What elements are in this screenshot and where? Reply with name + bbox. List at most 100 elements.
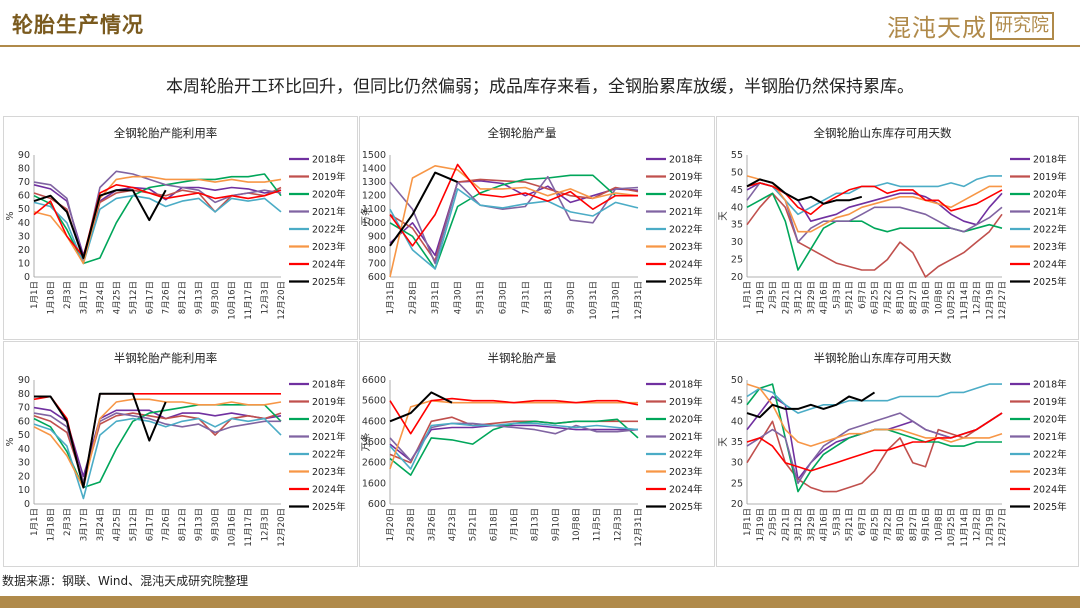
x-tick-label: 12月3日: [261, 281, 271, 314]
y-tick-label: 40: [731, 416, 743, 427]
x-tick-label: 12月20日: [277, 508, 287, 547]
y-tick-label: 60: [18, 191, 30, 202]
y-tick-label: 40: [18, 444, 30, 455]
x-tick-label: 12月3日: [261, 508, 271, 541]
chart-semi-tire-inventory-days: 半钢轮胎山东库存可用天数天 20 25 30 35 40 45 50 1月1日 1月19日 2月5日…: [716, 341, 1079, 567]
x-tick-label: 1月20日: [386, 508, 396, 541]
summary-text: 本周轮胎开工环比回升，但同比仍然偏弱；成品库存来看，全钢胎累库放缓，半钢胎仍然保…: [166, 77, 914, 97]
x-tick-label: 6月30日: [499, 281, 509, 314]
y-tick-label: 30: [18, 458, 30, 469]
legend-label: 2024年: [312, 259, 346, 271]
legend-label: 2019年: [312, 171, 346, 183]
y-axis-label: %: [5, 211, 16, 220]
y-tick-label: 70: [18, 403, 30, 414]
x-tick-label: 1月1日: [30, 281, 40, 309]
y-tick-label: 90: [18, 375, 30, 386]
x-tick-label: 4月25日: [112, 281, 122, 314]
x-tick-label: 1月31日: [386, 281, 396, 314]
y-axis-label: 天: [718, 211, 729, 221]
y-tick-label: 1600: [362, 478, 386, 489]
y-tick-label: 60: [18, 416, 30, 427]
series-line-2024年: [33, 184, 282, 258]
legend-label: 2022年: [1033, 224, 1067, 236]
chart-title: 半钢轮胎产量: [488, 351, 557, 365]
x-tick-label: 3月29日: [807, 281, 817, 314]
x-tick-label: 7月26日: [162, 281, 172, 314]
y-axis-label: %: [5, 437, 16, 446]
legend-label: 2019年: [669, 396, 703, 408]
y-tick-label: 70: [18, 177, 30, 188]
series-line-2023年: [389, 164, 639, 278]
legend-label: 2021年: [669, 431, 703, 443]
legend-label: 2022年: [669, 449, 703, 461]
y-tick-label: 20: [18, 471, 30, 482]
y-tick-label: 0: [24, 499, 30, 510]
header-divider: [0, 45, 1080, 47]
series-line-2020年: [33, 403, 282, 489]
y-tick-label: 1300: [362, 177, 386, 188]
series-line-2022年: [389, 422, 639, 470]
y-tick-label: 25: [731, 478, 743, 489]
series-line-2021年: [33, 170, 282, 262]
series-line-2020年: [33, 173, 282, 265]
x-tick-label: 2月3日: [63, 281, 73, 309]
series-line-2025年: [33, 189, 167, 259]
series-line-2024年: [389, 163, 638, 247]
x-tick-label: 10月31日: [589, 281, 599, 320]
y-axis-label: 万条: [360, 206, 372, 226]
series-line-2025年: [389, 391, 453, 423]
legend-label: 2022年: [312, 224, 346, 236]
y-tick-label: 20: [18, 245, 30, 256]
x-tick-label: 9月30日: [211, 508, 221, 541]
y-tick-label: 2600: [362, 458, 386, 469]
series-line-2022年: [33, 417, 282, 500]
y-tick-label: 55: [731, 150, 743, 161]
legend-label: 2020年: [669, 189, 703, 201]
y-tick-label: 3600: [362, 437, 386, 448]
x-tick-label: 2月21日: [781, 281, 791, 314]
y-tick-label: 1200: [362, 191, 386, 202]
x-tick-label: 3月24日: [96, 508, 106, 541]
x-tick-label: 2月28日: [409, 281, 419, 314]
x-tick-label: 4月23日: [448, 508, 458, 541]
legend-label: 2024年: [669, 259, 703, 271]
x-tick-label: 4月16日: [820, 508, 830, 541]
chart-heavy-tire-inventory-days: 全钢轮胎山东库存可用天数天 20 25 30 35 40 45 50 55 1月1日 1月19日 2月…: [716, 116, 1079, 340]
brand-logo: 混沌天成 研究院: [887, 8, 1054, 43]
y-tick-label: 30: [731, 237, 743, 248]
series-line-2019年: [389, 178, 639, 262]
y-tick-label: 1000: [362, 218, 386, 229]
x-tick-label: 5月31日: [476, 281, 486, 314]
x-tick-label: 4月30日: [454, 281, 464, 314]
series-line-2023年: [33, 175, 282, 265]
x-tick-label: 9月13日: [195, 281, 205, 314]
x-tick-label: 9月16日: [922, 281, 932, 314]
x-tick-label: 4月16日: [820, 281, 830, 314]
chart-title: 半钢轮胎产能利用率: [114, 351, 218, 365]
x-tick-label: 12月2日: [973, 281, 983, 314]
legend-label: 2018年: [669, 154, 703, 166]
y-tick-label: 25: [731, 255, 743, 266]
chart-title: 全钢轮胎山东库存可用天数: [814, 126, 952, 140]
x-tick-label: 8月13日: [531, 508, 541, 541]
y-tick-label: 0: [24, 272, 30, 283]
series-line-2025年: [746, 178, 863, 205]
x-tick-label: 1月1日: [743, 508, 753, 536]
x-tick-label: 3月12日: [794, 281, 804, 314]
legend-label: 2022年: [1033, 449, 1067, 461]
x-tick-label: 3月31日: [431, 281, 441, 314]
x-tick-label: 1月19日: [756, 281, 766, 314]
legend-label: 2025年: [1033, 276, 1067, 288]
series-line-2018年: [389, 179, 639, 257]
x-tick-label: 1月18日: [46, 508, 56, 541]
legend-label: 2023年: [312, 241, 346, 253]
y-tick-label: 1100: [362, 204, 386, 215]
series-line-2021年: [746, 412, 1003, 485]
series-line-2025年: [34, 392, 167, 489]
y-tick-label: 40: [18, 218, 30, 229]
y-tick-label: 20: [731, 499, 743, 510]
y-tick-label: 10: [18, 485, 30, 496]
x-tick-label: 5月3日: [832, 508, 842, 536]
